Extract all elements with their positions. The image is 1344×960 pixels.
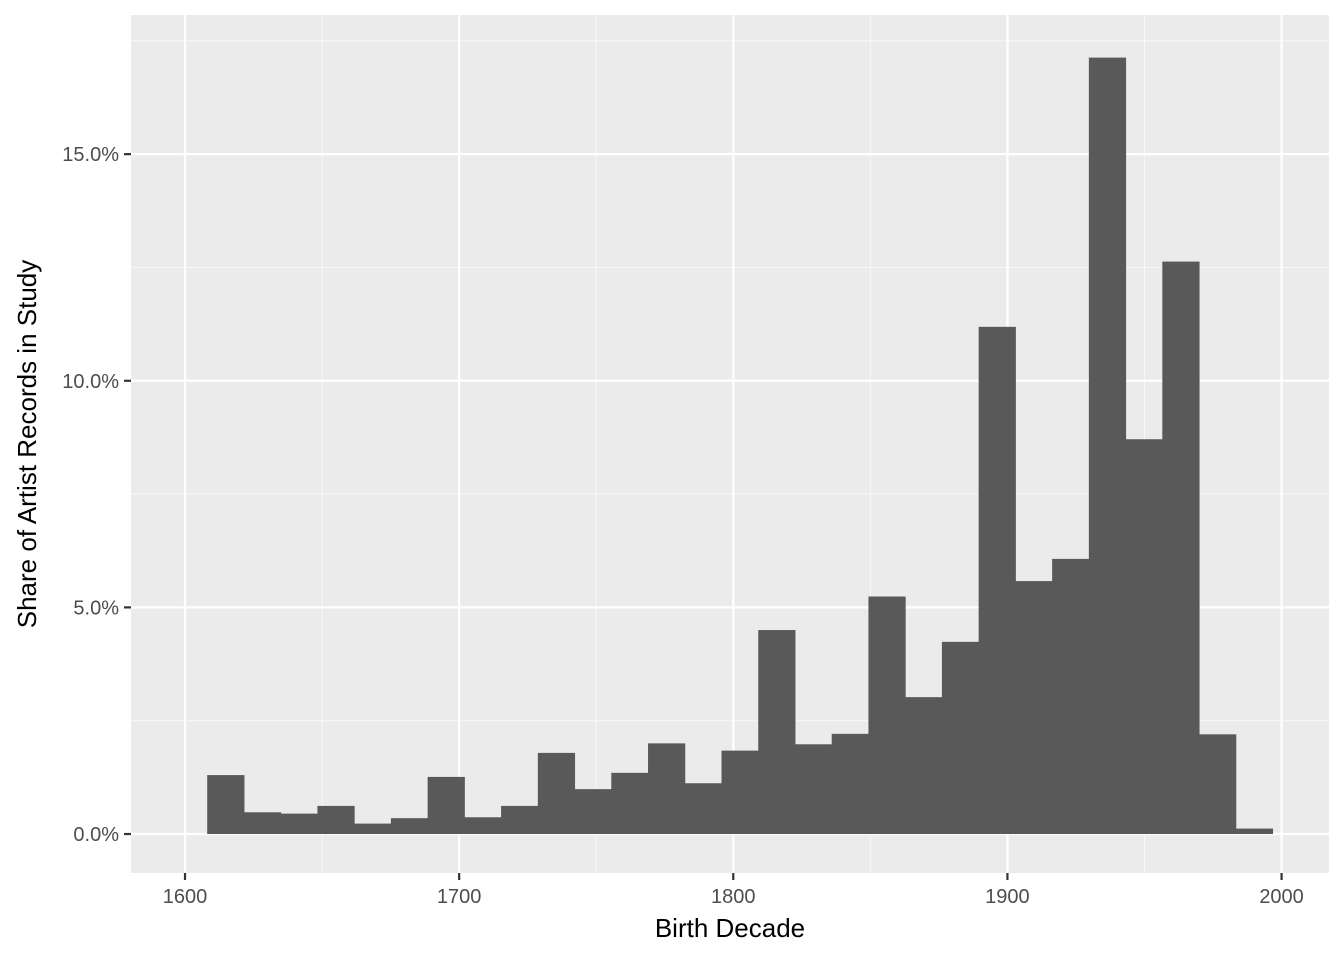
x-axis-title: Birth Decade <box>655 913 805 943</box>
y-tick-label: 10.0% <box>62 371 119 393</box>
histogram-bar <box>1162 261 1200 835</box>
histogram-bar <box>207 775 245 835</box>
histogram-bar <box>317 805 355 835</box>
histogram-bar <box>280 813 318 835</box>
histogram-bar <box>758 630 796 835</box>
histogram-bar <box>1199 734 1237 835</box>
x-axis: 1600 1700 1800 1900 2000 <box>163 873 1304 908</box>
histogram-bar <box>464 817 502 835</box>
y-axis-title: Share of Artist Records in Study <box>12 260 42 629</box>
histogram-bar <box>574 789 612 835</box>
histogram-bar <box>243 812 282 835</box>
histogram-bar <box>1125 439 1163 835</box>
histogram-bar <box>831 733 869 835</box>
histogram-bar <box>501 805 539 835</box>
x-tick-label: 1900 <box>985 886 1030 908</box>
histogram-bar <box>721 750 759 835</box>
histogram-bar <box>648 743 686 835</box>
histogram-bar <box>537 752 576 835</box>
histogram-bar <box>794 744 833 835</box>
histogram-bar <box>905 697 943 835</box>
x-tick-label: 1600 <box>163 886 208 908</box>
histogram-bar <box>427 776 465 835</box>
x-tick-label: 1800 <box>711 886 756 908</box>
major-gridlines <box>131 15 1329 873</box>
histogram-bars <box>207 57 1274 835</box>
x-tick-label: 1700 <box>437 886 482 908</box>
histogram-bar <box>1015 581 1053 835</box>
histogram-bar <box>611 772 649 835</box>
histogram-bar <box>978 326 1016 835</box>
histogram-bar <box>1235 828 1274 835</box>
y-tick-label: 5.0% <box>73 597 119 619</box>
histogram-bar <box>354 823 392 835</box>
histogram-bar <box>684 783 723 835</box>
y-tick-label: 0.0% <box>73 824 119 846</box>
histogram-bar <box>1052 558 1090 835</box>
histogram-bar <box>390 818 429 835</box>
histogram-bar <box>868 596 906 835</box>
y-tick-label: 15.0% <box>62 144 119 166</box>
x-tick-label: 2000 <box>1259 886 1304 908</box>
histogram-bar <box>1088 57 1127 835</box>
y-axis: 0.0% 5.0% 10.0% 15.0% <box>62 144 131 846</box>
histogram-bar <box>941 641 980 835</box>
